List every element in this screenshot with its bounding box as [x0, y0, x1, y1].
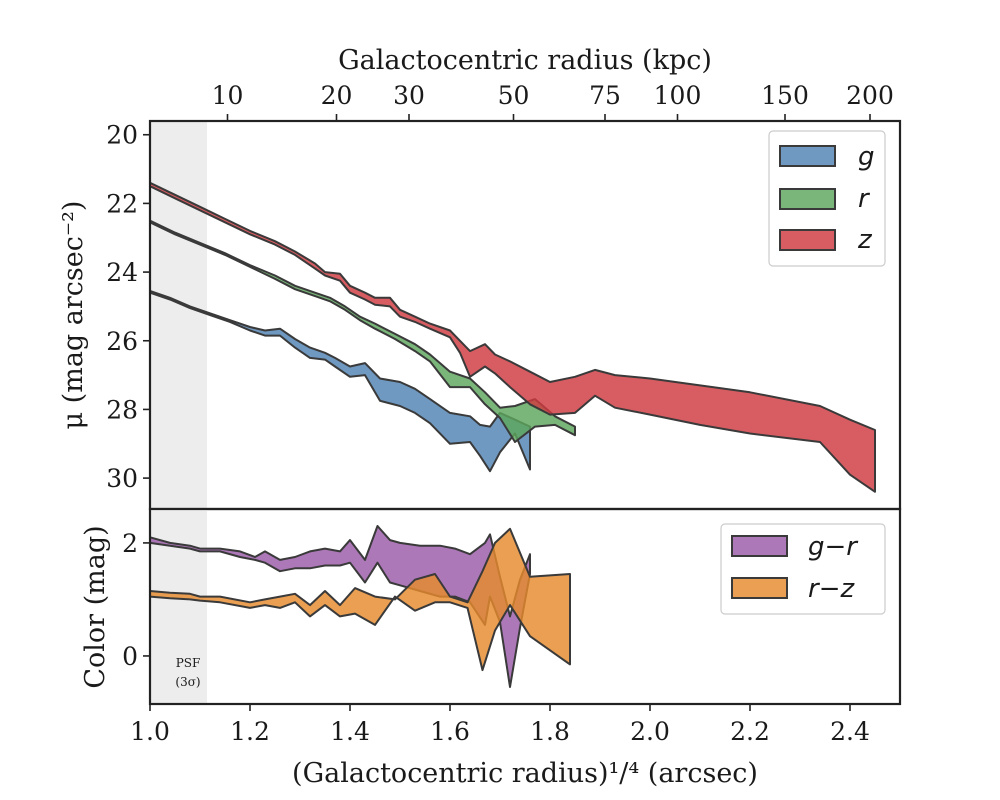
top-y-axis-title: μ (mag arcsec⁻²)	[58, 201, 89, 430]
psf-annotation-line1: PSF	[176, 656, 201, 670]
top-series-g	[149, 290, 531, 473]
legend-swatch-r	[779, 188, 836, 210]
bottom-y-axis: 02	[122, 529, 150, 671]
top-x2-tick-label: 200	[846, 81, 894, 110]
top-x2-tick-label: 50	[498, 81, 530, 110]
bottom-x-tick-label: 2.4	[830, 717, 870, 746]
top-series-z	[149, 181, 876, 493]
bottom-axis-title: (Galactocentric radius)¹/⁴ (arcsec)	[292, 758, 758, 789]
bottom-series-areas	[149, 525, 571, 688]
bottom-y-axis-title: Color (mag)	[80, 525, 111, 688]
top-x2-tick-label: 30	[393, 81, 425, 110]
legend-swatch-z	[779, 229, 836, 251]
top-y-axis: 20 22 24 26 28 30	[106, 121, 150, 493]
legend-label-r: r	[858, 184, 871, 214]
bottom-x-tick-label: 2.0	[630, 717, 670, 746]
top-y-tick-label: 30	[106, 464, 138, 493]
bottom-plot-frame	[148, 507, 902, 706]
legend-swatch-r-z	[731, 577, 788, 599]
top-y-tick-label: 20	[106, 121, 138, 150]
top-x2-tick-label: 150	[761, 81, 809, 110]
legend-swatch-g	[779, 145, 836, 167]
bottom-x-tick-label: 1.6	[430, 717, 470, 746]
top-series-r	[149, 219, 576, 443]
top-x2-tick-label: 100	[654, 81, 702, 110]
legend-label-z: z	[857, 225, 873, 255]
bottom-x-tick-label: 1.4	[330, 717, 370, 746]
bottom-x-tick-label: 1.2	[230, 717, 270, 746]
psf-annotation-line2: (3σ)	[175, 675, 200, 689]
top-secondary-x-axis: 10 20 30 50 75 100 150 200	[212, 81, 894, 121]
bottom-panel: 02 1.0 1.2 1.4 1.6 1.8 2.0 2.2 2.4 (Galactocent…	[80, 507, 902, 789]
bottom-x-tick-label: 1.0	[130, 717, 170, 746]
bottom-y-tick-label: 0	[122, 642, 138, 671]
top-x2-tick-label: 20	[321, 81, 353, 110]
top-y-tick-label: 26	[106, 327, 138, 356]
bottom-series-g-minus-r	[149, 525, 531, 688]
bottom-series-r-minus-z	[149, 527, 571, 672]
top-y-tick-label: 24	[106, 258, 138, 287]
legend-swatch-g-r	[731, 535, 788, 557]
bottom-y-tick-label: 2	[122, 529, 138, 558]
top-series-areas	[149, 181, 876, 493]
top-x2-tick-label: 75	[589, 81, 621, 110]
bottom-x-tick-label: 1.8	[530, 717, 570, 746]
top-panel: 20 22 24 26 28 30 10 20 30 50 75 100 150 200 Galacto…	[58, 45, 902, 511]
top-x2-tick-label: 10	[212, 81, 244, 110]
bottom-legend: g−r r−z	[720, 523, 886, 615]
top-legend: g r z	[768, 130, 886, 267]
top-y-tick-label: 22	[106, 189, 138, 218]
bottom-x-axis: 1.0 1.2 1.4 1.6 1.8 2.0 2.2 2.4	[130, 704, 870, 746]
top-y-tick-label: 28	[106, 395, 138, 424]
top-axis-title: Galactocentric radius (kpc)	[338, 45, 712, 76]
top-psf-band	[150, 121, 207, 509]
legend-label-g-r: g−r	[808, 532, 859, 562]
legend-label-g: g	[858, 142, 875, 172]
legend-label-r-z: r−z	[808, 574, 855, 604]
bottom-x-tick-label: 2.2	[730, 717, 770, 746]
